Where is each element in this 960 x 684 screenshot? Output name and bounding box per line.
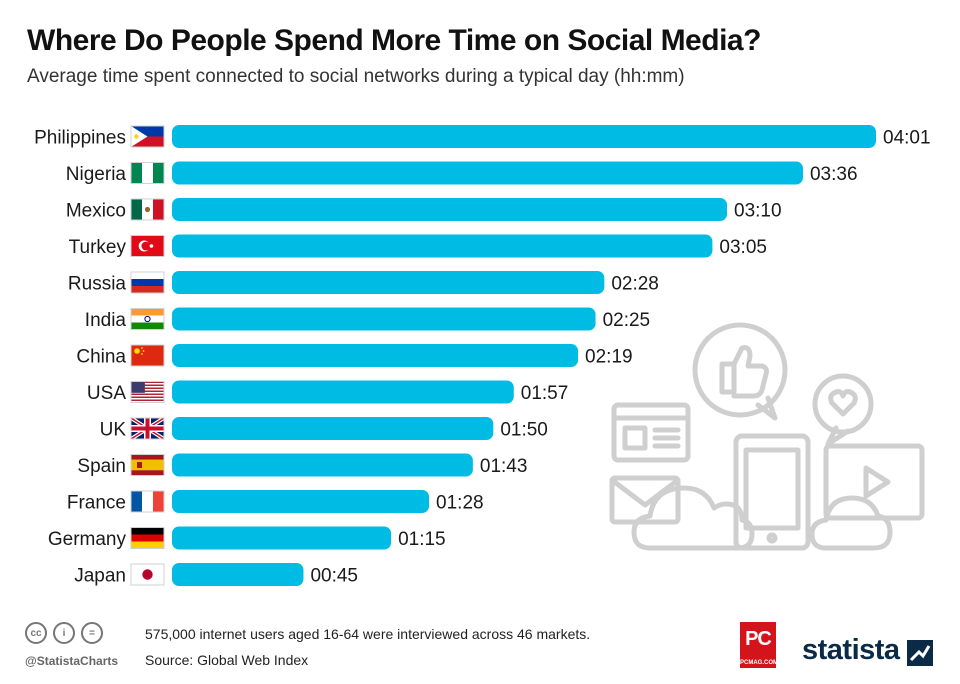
no-derivatives-icon: = <box>81 622 103 644</box>
flag-icon-mexico <box>130 198 165 221</box>
flag-icon-india <box>130 308 165 330</box>
bar-row: Spain 01:43 <box>77 453 528 477</box>
category-label: Germany <box>48 529 127 550</box>
value-label: 02:25 <box>603 310 651 331</box>
category-label: France <box>67 493 126 514</box>
bar-row: Philippines 04:01 <box>34 125 931 149</box>
value-label: 03:10 <box>734 201 782 222</box>
statista-logo-mark <box>907 640 933 666</box>
video-player-icon <box>823 443 925 521</box>
browser-window-icon <box>611 402 691 463</box>
category-label: Russia <box>68 274 127 295</box>
bar-row: France 01:28 <box>67 490 484 514</box>
bar-row: Nigeria 03:36 <box>66 161 858 185</box>
value-label: 00:45 <box>310 566 358 587</box>
category-label: Mexico <box>66 201 126 222</box>
bar <box>172 563 304 586</box>
bar <box>172 453 473 477</box>
category-label: Nigeria <box>66 164 127 185</box>
value-label: 02:28 <box>611 274 659 295</box>
bar <box>172 380 514 404</box>
bar <box>172 526 392 550</box>
bar <box>172 490 430 513</box>
value-label: 02:19 <box>585 347 633 368</box>
pcmag-logo-text: PC <box>745 628 772 650</box>
flag-icon-turkey <box>130 235 165 257</box>
value-label: 04:01 <box>883 128 931 149</box>
twitter-handle: @StatistaCharts <box>25 654 119 668</box>
license-icons: cc i = <box>25 622 103 644</box>
flag-icon-japan <box>130 563 165 586</box>
category-label: USA <box>87 383 126 404</box>
source-note: Source: Global Web Index <box>145 652 309 668</box>
value-label: 03:05 <box>719 237 767 258</box>
flag-icon-uk <box>129 416 166 441</box>
bar-row: Germany 01:15 <box>48 526 446 550</box>
flag-icon-russia <box>130 271 165 294</box>
category-label: UK <box>100 420 127 441</box>
creative-commons-icon: cc <box>25 622 47 644</box>
value-label: 01:57 <box>521 383 569 404</box>
flag-icon-usa <box>130 381 165 403</box>
tablet-icon <box>733 433 811 551</box>
thumbs-up-bubble-icon <box>692 322 788 421</box>
value-label: 01:15 <box>398 529 446 550</box>
bar <box>172 307 596 331</box>
methodology-note: 575,000 internet users aged 16-64 were i… <box>145 626 591 642</box>
bar <box>172 198 728 221</box>
bar-row: Russia 02:28 <box>68 271 659 295</box>
value-label: 01:43 <box>480 456 528 477</box>
attribution-icon: i <box>53 622 75 644</box>
flag-icon-france <box>130 490 165 513</box>
bar <box>172 271 605 294</box>
chart-title: Where Do People Spend More Time on Socia… <box>27 24 761 57</box>
category-label: India <box>85 310 127 331</box>
value-label: 01:28 <box>436 493 484 514</box>
bar-row: USA 01:57 <box>87 380 569 404</box>
bar-row: India 02:25 <box>85 307 651 331</box>
bar <box>172 344 579 367</box>
pcmag-logo-subtext: PCMAG.COM <box>740 660 778 666</box>
bar-row: UK 01:50 <box>100 416 548 441</box>
value-label: 03:36 <box>810 164 858 185</box>
flag-icon-spain <box>130 454 165 476</box>
flag-icon-philippines <box>130 125 165 148</box>
bar <box>172 161 803 185</box>
bar <box>172 234 713 258</box>
bar-row: Japan 00:45 <box>74 563 358 587</box>
category-label: Philippines <box>34 128 126 149</box>
bar-row: Mexico 03:10 <box>66 198 782 222</box>
category-label: Japan <box>74 566 126 587</box>
flag-icon-germany <box>130 527 165 549</box>
pcmag-logo: PC PCMAG.COM <box>740 622 778 668</box>
category-label: China <box>76 347 126 368</box>
chart-subtitle: Average time spent connected to social n… <box>27 66 685 87</box>
statista-logo: statista <box>802 634 900 666</box>
bar-row: China 02:19 <box>76 344 633 368</box>
value-label: 01:50 <box>500 420 548 441</box>
bar <box>172 125 876 148</box>
flag-icon-nigeria <box>130 162 165 184</box>
category-label: Turkey <box>69 237 127 258</box>
flag-icon-china <box>130 344 165 367</box>
bar <box>172 417 494 440</box>
category-label: Spain <box>77 456 126 477</box>
bar-row: Turkey 03:05 <box>69 234 767 258</box>
